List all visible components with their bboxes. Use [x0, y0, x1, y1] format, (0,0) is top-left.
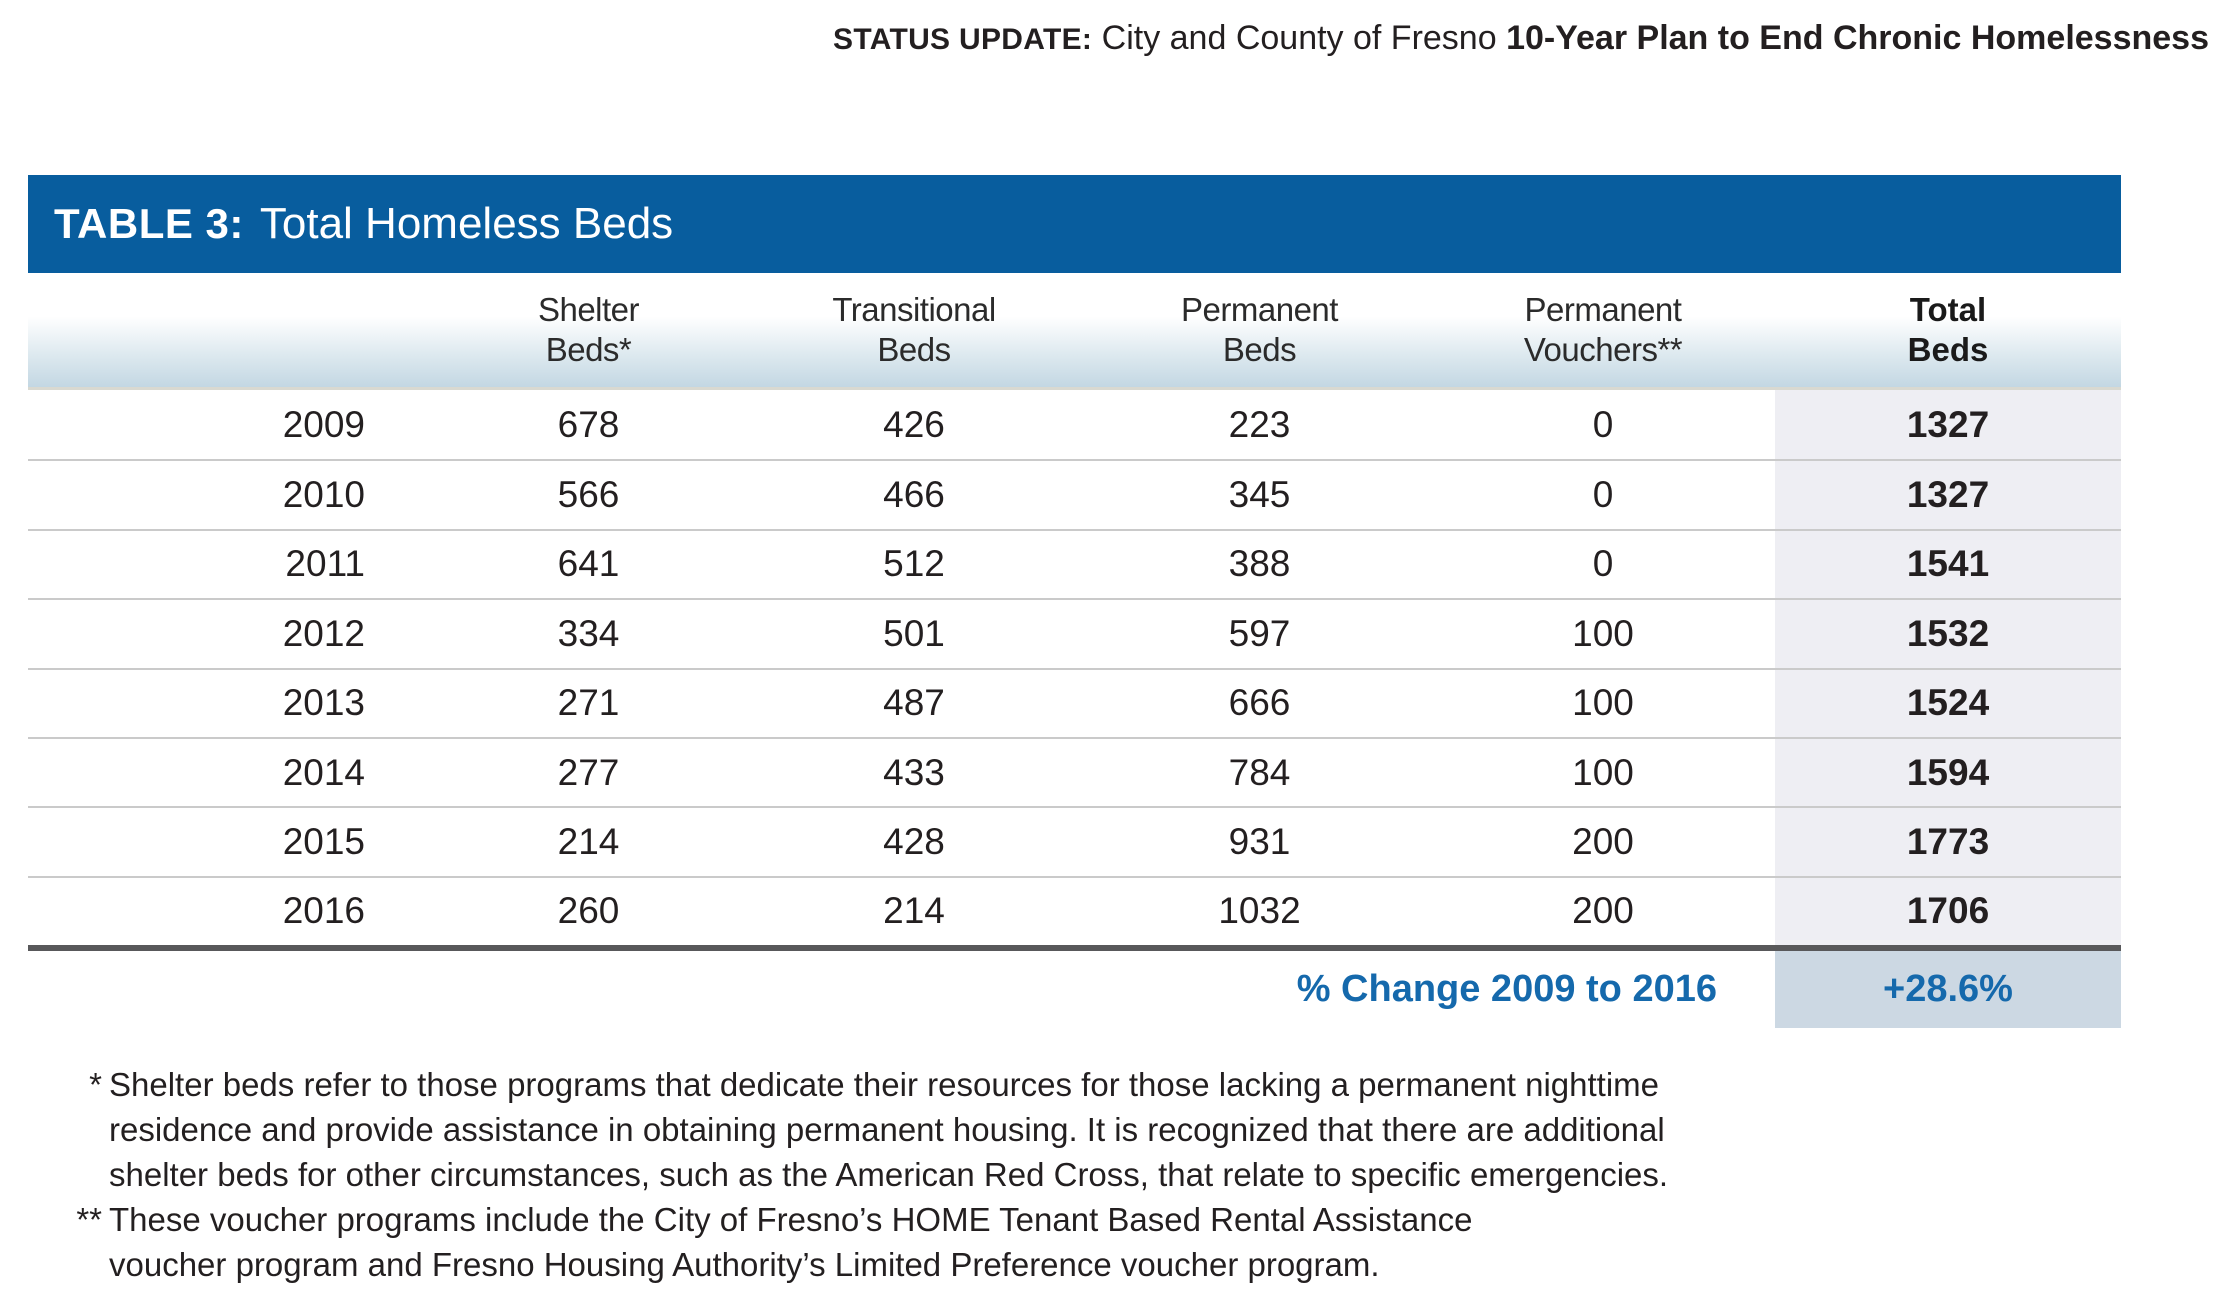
footnote-shelter-beds: * Shelter beds refer to those programs t…	[62, 1062, 1668, 1197]
table-row-2016: 2016 260 214 1032 200 1706	[28, 875, 2121, 946]
permanent-vouchers-cell: 0	[1592, 543, 1614, 585]
transitional-beds-cell: 428	[883, 821, 945, 863]
transitional-beds-cell: 433	[883, 751, 945, 793]
year-cell: 2016	[282, 890, 365, 932]
footnote-voucher-programs: ** These voucher programs include the Ci…	[62, 1197, 1668, 1287]
permanent-vouchers-cell: 100	[1572, 682, 1634, 724]
permanent-vouchers-cell: 0	[1592, 474, 1614, 516]
year-cell: 2012	[282, 612, 365, 654]
shelter-beds-cell: 334	[557, 612, 620, 654]
permanent-vouchers-cell: 200	[1572, 821, 1634, 863]
transitional-beds-cell: 426	[883, 403, 945, 445]
column-header-total-beds: Total Beds	[1907, 291, 1989, 368]
permanent-vouchers-cell: 200	[1572, 890, 1634, 932]
permanent-beds-cell: 223	[1228, 403, 1291, 445]
permanent-beds-cell: 1032	[1218, 890, 1301, 932]
shelter-beds-cell: 214	[557, 821, 620, 863]
year-cell: 2011	[285, 543, 365, 585]
transitional-beds-cell: 512	[883, 543, 945, 585]
table-row-2011: 2011 641 512 388 0 1541	[28, 528, 2121, 599]
column-header-transitional-beds: Transitional Beds	[832, 291, 996, 368]
shelter-beds-cell: 271	[557, 682, 620, 724]
table-row-2015: 2015 214 428 931 200 1773	[28, 806, 2121, 876]
footnote-marker: **	[76, 1201, 102, 1238]
column-header-permanent-vouchers: Permanent Vouchers**	[1523, 291, 1683, 368]
year-cell: 2014	[282, 751, 365, 793]
percent-change-value: +28.6%	[1775, 951, 2121, 1029]
year-cell: 2013	[282, 682, 365, 724]
permanent-beds-cell: 666	[1228, 682, 1291, 724]
total-beds-cell: 1532	[1775, 600, 2121, 668]
permanent-beds-cell: 388	[1228, 543, 1291, 585]
table-body: 2009 678 426 223 0 1327 2010 566 466 345…	[28, 390, 2121, 952]
table-row-2012: 2012 334 501 597 100 1532	[28, 598, 2121, 668]
percent-change-row: % Change 2009 to 2016 +28.6%	[28, 951, 2121, 1029]
table-row-2013: 2013 271 487 666 100 1524	[28, 667, 2121, 737]
footer-spacer	[28, 951, 1088, 1028]
total-beds-cell: 1327	[1775, 461, 2121, 529]
table-title-bar: TABLE 3: Total Homeless Beds	[28, 175, 2121, 273]
permanent-beds-cell: 597	[1228, 612, 1291, 654]
column-header-row: Shelter Beds* Transitional Beds Permanen…	[28, 273, 2121, 390]
status-update-label: STATUS UPDATE:	[833, 23, 1093, 56]
total-beds-cell: 1773	[1775, 808, 2121, 876]
shelter-beds-cell: 641	[557, 543, 620, 585]
permanent-beds-cell: 931	[1228, 821, 1291, 863]
table-row-2009: 2009 678 426 223 0 1327	[28, 390, 2121, 460]
total-beds-cell: 1327	[1775, 390, 2121, 460]
shelter-beds-cell: 678	[557, 403, 620, 445]
page-header: STATUS UPDATE: City and County of Fresno…	[833, 19, 2209, 57]
column-header-year	[28, 273, 437, 387]
year-cell: 2015	[282, 821, 365, 863]
total-beds-cell: 1541	[1775, 530, 2121, 599]
transitional-beds-cell: 466	[883, 474, 945, 516]
footnote-text: These voucher programs include the City …	[109, 1201, 1473, 1283]
permanent-vouchers-cell: 0	[1592, 403, 1614, 445]
shelter-beds-cell: 566	[557, 474, 620, 516]
transitional-beds-cell: 501	[883, 612, 945, 654]
transitional-beds-cell: 214	[883, 890, 945, 932]
table-title: Total Homeless Beds	[259, 199, 674, 248]
total-beds-cell: 1594	[1775, 738, 2121, 807]
table-row-2014: 2014 277 433 784 100 1594	[28, 736, 2121, 807]
total-beds-cell: 1524	[1775, 669, 2121, 737]
page-header-middle: City and County of Fresno	[1092, 19, 1507, 57]
percent-change-label: % Change 2009 to 2016	[1296, 968, 1717, 1011]
footnote-text: Shelter beds refer to those programs tha…	[109, 1066, 1669, 1193]
transitional-beds-cell: 487	[883, 682, 945, 724]
permanent-beds-cell: 345	[1228, 474, 1291, 516]
page-header-title: 10-Year Plan to End Chronic Homelessness	[1506, 19, 2209, 57]
permanent-vouchers-cell: 100	[1572, 612, 1634, 654]
shelter-beds-cell: 277	[557, 751, 620, 793]
column-header-shelter-beds: Shelter Beds*	[537, 291, 640, 368]
year-cell: 2009	[282, 403, 365, 445]
shelter-beds-cell: 260	[557, 890, 620, 932]
footnote-marker: *	[89, 1066, 102, 1103]
table-number-label: TABLE 3:	[54, 200, 244, 247]
table-row-2010: 2010 566 466 345 0 1327	[28, 459, 2121, 529]
year-cell: 2010	[282, 474, 365, 516]
total-homeless-beds-table: TABLE 3: Total Homeless Beds Shelter Bed…	[28, 175, 2121, 1029]
column-header-permanent-beds: Permanent Beds	[1181, 291, 1338, 368]
footnotes: * Shelter beds refer to those programs t…	[62, 1062, 1668, 1287]
total-beds-cell: 1706	[1775, 877, 2121, 946]
permanent-beds-cell: 784	[1228, 751, 1291, 793]
permanent-vouchers-cell: 100	[1572, 751, 1634, 793]
